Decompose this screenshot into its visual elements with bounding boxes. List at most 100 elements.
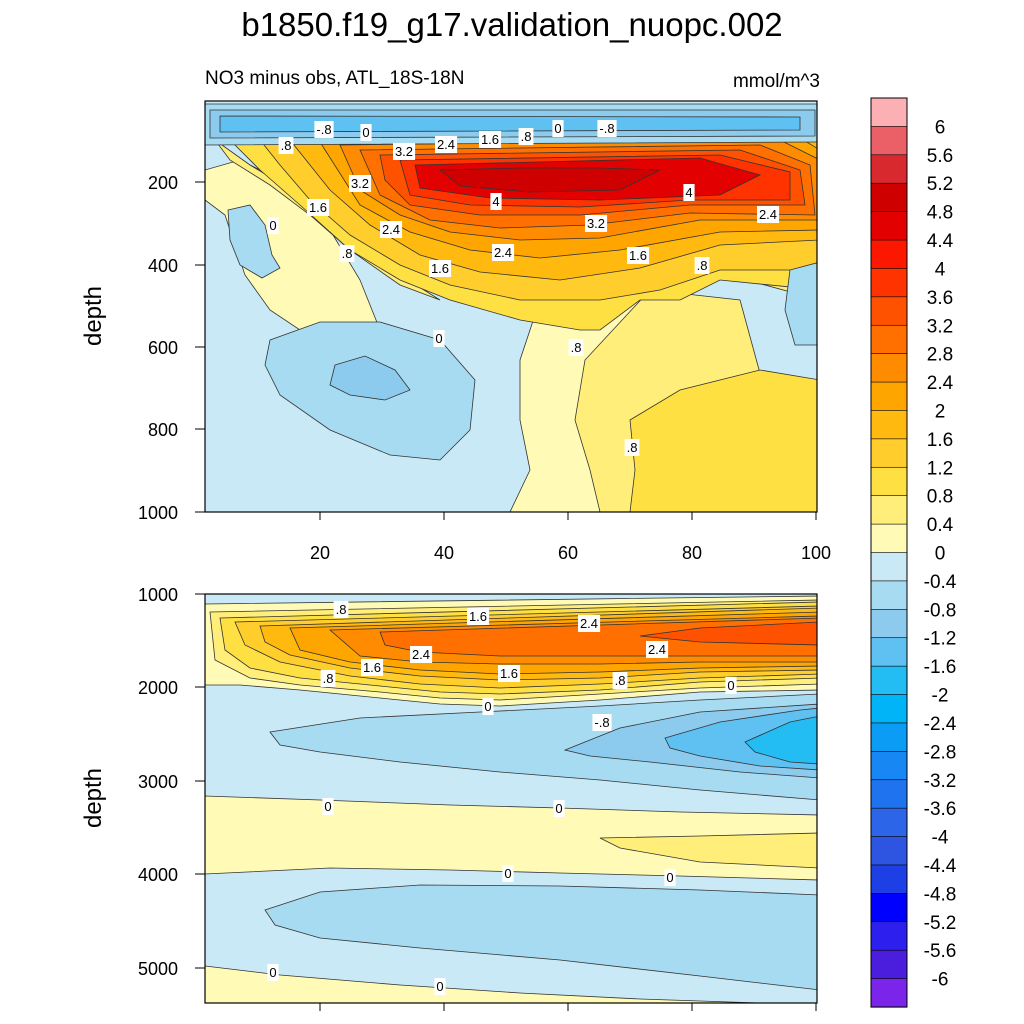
contour-label: 0 [666,870,673,885]
colorbar-box [870,751,908,781]
contour-label: 1.6 [469,609,487,624]
lower-panel: 1000 2000 3000 4000 5000 depth .8 1.6 2.… [80,585,818,1011]
contour-label-background [322,798,334,815]
contour-label: .8 [521,129,532,144]
colorbar-label: 3.6 [927,288,953,309]
contour-label-background [434,978,446,995]
colorbar-label: 0 [935,544,946,565]
contour-label: .8 [336,602,347,617]
contour-label-background [360,124,372,141]
colorbar-box [870,637,908,667]
contour-label-background [339,245,355,262]
contour-label: .8 [615,673,626,688]
contour-label-background [490,193,502,210]
contour-label: .8 [323,671,334,686]
lower-ytick-label: 4000 [138,865,178,885]
contour-label-background [552,120,564,137]
colorbar-label: 5.2 [927,174,953,195]
colorbar-label: 1.6 [927,430,953,451]
colorbar-label: 5.6 [927,146,953,167]
colorbar-label: 0.4 [927,515,954,536]
contour-label: 4 [685,185,692,200]
colorbar-box [870,126,908,156]
contour-label-background [683,184,695,201]
upper-ytick-label: 200 [148,173,178,193]
contour-label-background [694,257,710,274]
contour-label: 1.6 [481,132,499,147]
contour-label: .8 [697,258,708,273]
contour-label: 2.4 [437,137,455,152]
contour-label: 2.4 [580,616,598,631]
contour-label-background [627,247,650,264]
contour-label-background [568,339,584,356]
upper-panel: 200 400 600 800 1000 20 40 60 80 100 dep… [80,100,831,563]
contour-label: 3.2 [395,144,413,159]
colorbar-label: -4.4 [924,856,957,877]
lower-fill-pos-mid-0 [205,795,817,881]
colorbar-label: -0.8 [924,600,957,621]
upper-fill-neg-surface-1.2 [219,115,801,133]
upper-fill-neg-left-0.4 [227,204,281,279]
xtick-label: 20 [310,543,330,563]
contour-label: -.8 [599,121,614,136]
colorbar: 6 5.6 5.2 4.8 4.4 4 3.6 3.2 2.8 2.4 2 1.6 1.2 0.8 0.4 0… [870,97,957,1008]
xtick-label: 80 [682,543,702,563]
colorbar-label: 0.8 [927,487,953,508]
colorbar-label: 4 [935,259,946,280]
colorbar-label: 2.4 [927,373,954,394]
contour-label-background [592,714,612,731]
contour-label: 1.6 [309,200,327,215]
upper-xtick-labels: 20 40 60 80 100 [310,543,831,563]
colorbar-label: -3.6 [924,799,957,820]
contour-label: .8 [281,138,292,153]
contour-label: 0 [435,331,442,346]
contour-label: 4 [492,194,499,209]
upper-contour-labels: .8 -.8 0 3.2 2.4 1.6 .8 0 -.8 3.2 4 1.6 … [267,120,780,456]
upper-axes [195,181,817,520]
contour-label: 3.2 [351,176,369,191]
lower-fill-neg-mid-1.6 [744,716,817,765]
upper-ytick-labels: 200 400 600 800 1000 [138,173,178,523]
contour-label: 0 [269,218,276,233]
colorbar-box [870,552,908,582]
contour-label: 0 [554,121,561,136]
contour-label: 0 [555,801,562,816]
contour-label-background [518,128,534,145]
colorbar-box [870,949,908,980]
contour-label: 2.4 [494,245,512,260]
upper-plot-frame [204,100,818,513]
subtitle-left: NO3 minus obs, ATL_18S-18N [205,68,464,89]
contour-label-background [498,665,521,682]
colorbar-label: 2 [935,401,946,422]
colorbar-box [870,353,908,383]
contour-label-background [435,136,458,153]
subtitle-right: mmol/m^3 [733,71,820,92]
lower-contour-fill [205,594,817,1003]
lower-fill-pos-mid-0.4 [599,832,817,869]
xtick-label: 40 [434,543,454,563]
lower-fill-pos-upper-3.2 [639,621,817,646]
contour-label-background [502,865,514,882]
colorbar-frame [870,97,908,1008]
contour-label: 0 [504,866,511,881]
colorbar-box [870,182,908,213]
colorbar-label: -4 [932,828,949,849]
colorbar-label: 1.2 [927,458,953,479]
contour-label-background [267,217,279,234]
contour-label-background [361,659,384,676]
contour-label: -.8 [316,122,331,137]
contour-label: 0 [362,125,369,140]
contour-label: 0 [727,678,734,693]
colorbar-box [870,154,908,184]
colorbar-label: -5.6 [924,941,957,962]
upper-ytick-label: 600 [148,338,178,358]
upper-contour-fill [205,101,817,512]
colorbar-box [870,324,908,355]
colorbar-box [870,722,908,752]
colorbar-box [870,580,908,610]
contour-label-background [553,800,565,817]
colorbar-box [870,864,908,894]
colorbar-box [870,495,908,525]
colorbar-label: -5.2 [924,913,957,934]
